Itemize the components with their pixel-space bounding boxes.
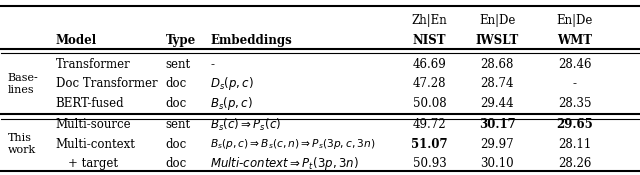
Text: 49.72: 49.72 (413, 118, 447, 131)
Text: $B_s(p,c)$: $B_s(p,c)$ (211, 95, 253, 112)
Text: 46.69: 46.69 (413, 58, 447, 71)
Text: doc: doc (166, 157, 187, 170)
Text: doc: doc (166, 138, 187, 150)
Text: 30.10: 30.10 (481, 157, 514, 170)
Text: $B_s(c) \Rightarrow P_s(c)$: $B_s(c) \Rightarrow P_s(c)$ (211, 116, 282, 132)
Text: $D_s(p,c)$: $D_s(p,c)$ (211, 75, 254, 92)
Text: En|De: En|De (479, 14, 515, 27)
Text: 50.08: 50.08 (413, 97, 447, 110)
Text: sent: sent (166, 118, 191, 131)
Text: 29.97: 29.97 (481, 138, 514, 150)
Text: 28.26: 28.26 (558, 157, 591, 170)
Text: IWSLT: IWSLT (476, 34, 519, 47)
Text: BERT-fused: BERT-fused (56, 97, 124, 110)
Text: Base-
lines: Base- lines (8, 72, 38, 95)
Text: 28.68: 28.68 (481, 58, 514, 71)
Text: 28.11: 28.11 (558, 138, 591, 150)
Text: 29.65: 29.65 (557, 118, 593, 131)
Text: Multi-source: Multi-source (56, 118, 131, 131)
Text: 30.17: 30.17 (479, 118, 516, 131)
Text: Embeddings: Embeddings (211, 34, 292, 47)
Text: NIST: NIST (413, 34, 446, 47)
Text: Zh|En: Zh|En (412, 14, 447, 27)
Text: Multi-context: Multi-context (56, 138, 136, 150)
Text: 28.74: 28.74 (481, 77, 514, 90)
Text: 47.28: 47.28 (413, 77, 446, 90)
Text: 50.93: 50.93 (413, 157, 447, 170)
Text: + target: + target (68, 157, 118, 170)
Text: sent: sent (166, 58, 191, 71)
Text: $\mathit{Multi\text{-}context} \Rightarrow P_t(3p,3n)$: $\mathit{Multi\text{-}context} \Rightarr… (211, 155, 359, 172)
Text: 28.46: 28.46 (558, 58, 591, 71)
Text: -: - (573, 77, 577, 90)
Text: $B_s(p,c) \Rightarrow B_s(c,n) \Rightarrow P_s(3p,c,3n)$: $B_s(p,c) \Rightarrow B_s(c,n) \Rightarr… (211, 137, 376, 151)
Text: Type: Type (166, 34, 196, 47)
Text: 29.44: 29.44 (481, 97, 514, 110)
Text: Model: Model (56, 34, 97, 47)
Text: This
work: This work (8, 133, 36, 155)
Text: Transformer: Transformer (56, 58, 131, 71)
Text: Doc Transformer: Doc Transformer (56, 77, 157, 90)
Text: -: - (211, 58, 214, 71)
Text: En|De: En|De (557, 14, 593, 27)
Text: doc: doc (166, 97, 187, 110)
Text: WMT: WMT (557, 34, 593, 47)
Text: doc: doc (166, 77, 187, 90)
Text: 51.07: 51.07 (412, 138, 448, 150)
Text: 28.35: 28.35 (558, 97, 591, 110)
